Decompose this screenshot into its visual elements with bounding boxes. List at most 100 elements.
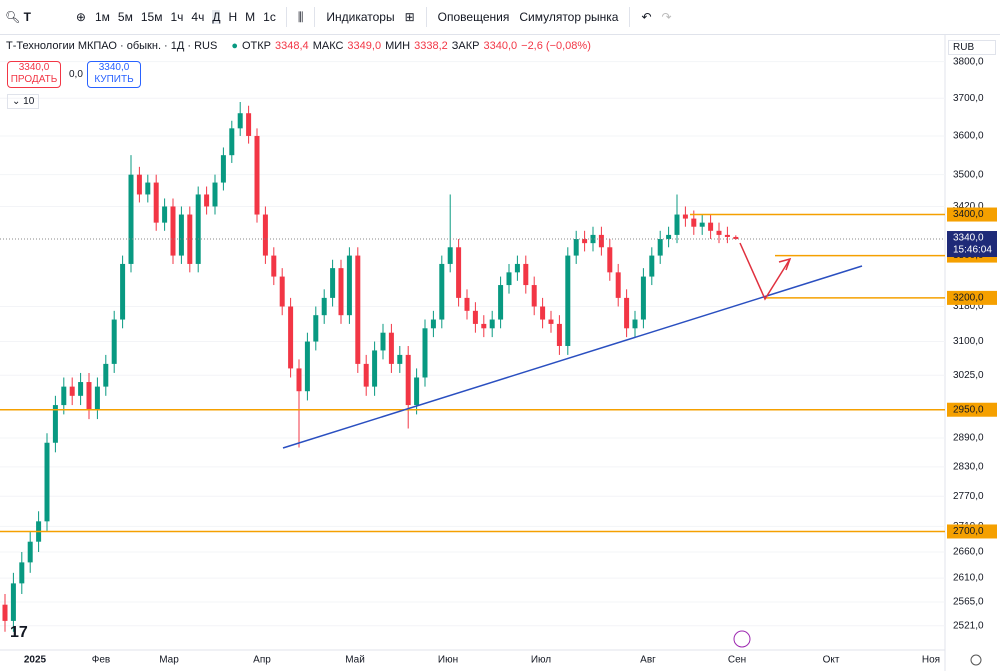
level-badge bbox=[947, 207, 997, 222]
indicator-count: 10 bbox=[23, 96, 35, 107]
candle-body bbox=[254, 135, 260, 215]
candle bbox=[456, 239, 462, 307]
level-badge bbox=[947, 402, 997, 417]
candle bbox=[162, 198, 168, 231]
candle-body bbox=[111, 319, 117, 364]
sell-button[interactable]: 3340,0 ПРОДАТЬ bbox=[7, 61, 61, 88]
add[interactable]: ⊕ bbox=[75, 10, 86, 24]
candle-body bbox=[94, 386, 100, 410]
buy-button[interactable]: 3340,0 КУПИТЬ bbox=[87, 61, 141, 88]
x-tick-label: Май bbox=[345, 655, 365, 666]
x-tick-label: Ноя bbox=[922, 655, 940, 666]
interval[interactable]: 1м bbox=[94, 10, 110, 24]
chart-type[interactable]: ⫼ bbox=[297, 9, 304, 24]
candle-body bbox=[61, 386, 67, 406]
candle-body bbox=[430, 319, 436, 329]
candle-body bbox=[220, 155, 226, 183]
candle-body bbox=[78, 382, 84, 396]
y-tick-label: 2565,0 bbox=[953, 597, 984, 608]
candle bbox=[506, 263, 512, 294]
candle-body bbox=[145, 182, 151, 195]
countdown: 15:46:04 bbox=[953, 245, 992, 256]
candle bbox=[52, 395, 58, 453]
candle-body bbox=[355, 255, 361, 364]
events-icon bbox=[733, 630, 751, 648]
interval[interactable]: Н bbox=[228, 10, 238, 24]
candle-body bbox=[447, 247, 453, 264]
level-label: 2700,0 bbox=[953, 526, 984, 537]
interval[interactable]: 15м bbox=[140, 10, 163, 24]
replay[interactable]: Симулятор рынка bbox=[519, 10, 619, 24]
interval[interactable]: 1с bbox=[263, 10, 276, 24]
candle-body bbox=[27, 541, 33, 563]
symbol[interactable]: Т bbox=[23, 10, 31, 24]
candle bbox=[640, 268, 646, 329]
candle-body bbox=[598, 234, 604, 248]
low-label: МИН bbox=[385, 40, 411, 52]
x-tick-label: Июн bbox=[438, 655, 458, 666]
candle bbox=[447, 194, 453, 273]
forecast-arrow bbox=[739, 242, 791, 301]
level-badge bbox=[947, 290, 997, 305]
candle-body bbox=[624, 297, 630, 329]
candle-body bbox=[195, 194, 201, 264]
candle bbox=[388, 323, 394, 373]
candle bbox=[582, 230, 588, 252]
undo[interactable]: ↶ bbox=[641, 10, 652, 24]
candle-body bbox=[212, 182, 218, 207]
candle-body bbox=[397, 354, 403, 364]
templates[interactable]: ⊞ bbox=[404, 10, 415, 24]
currency[interactable]: RUB bbox=[948, 40, 996, 55]
candle bbox=[657, 230, 663, 264]
candle bbox=[430, 310, 436, 338]
candle-body bbox=[456, 247, 462, 298]
candle-body bbox=[372, 350, 378, 387]
high-label: МАКС bbox=[312, 40, 344, 52]
candle bbox=[338, 259, 344, 324]
candle-body bbox=[523, 263, 529, 286]
candle bbox=[86, 372, 92, 420]
candle bbox=[220, 147, 226, 191]
candle bbox=[153, 174, 159, 231]
interval[interactable]: 5м bbox=[117, 10, 133, 24]
candle bbox=[405, 345, 411, 429]
search[interactable]: 🔍︎ Т bbox=[5, 10, 31, 24]
candle-body bbox=[103, 363, 109, 387]
y-tick-label: 2610,0 bbox=[953, 573, 984, 584]
x-tick-label: Июл bbox=[531, 655, 551, 666]
interval[interactable]: Д bbox=[212, 10, 221, 24]
candle-body bbox=[640, 276, 646, 320]
interval[interactable]: 4ч bbox=[191, 10, 205, 24]
candle-body bbox=[489, 319, 495, 329]
status: ● bbox=[231, 40, 238, 52]
interval[interactable]: 1ч bbox=[170, 10, 184, 24]
low: 3338,2 bbox=[414, 40, 448, 52]
candle bbox=[78, 372, 84, 406]
candle bbox=[279, 268, 285, 316]
candle-body bbox=[178, 214, 184, 256]
y-tick-label: 3025,0 bbox=[953, 370, 984, 381]
candle-body bbox=[388, 332, 394, 364]
alerts[interactable]: Оповещения bbox=[437, 10, 510, 24]
candle-body bbox=[162, 206, 168, 223]
interval[interactable]: М bbox=[245, 10, 256, 24]
y-tick-label: 2770,0 bbox=[953, 491, 984, 502]
candle bbox=[10, 572, 16, 632]
candle bbox=[271, 247, 277, 286]
y-tick-label: 2660,0 bbox=[953, 547, 984, 558]
candle-body bbox=[52, 405, 58, 443]
candle-body bbox=[262, 214, 268, 256]
x-tick-label: Фев bbox=[92, 655, 110, 666]
settings-icon[interactable] bbox=[970, 654, 982, 666]
candle-body bbox=[615, 272, 621, 298]
intervals: 1м 5м 15м 1ч 4ч Д Н М 1с bbox=[91, 10, 280, 24]
redo[interactable]: ↷ bbox=[661, 10, 672, 24]
candle bbox=[195, 186, 201, 273]
candle-body bbox=[573, 239, 579, 256]
indicators[interactable]: Индикаторы bbox=[326, 10, 395, 24]
indicators-toggle[interactable]: ⌄ 10 bbox=[7, 94, 40, 109]
trend-line bbox=[282, 265, 863, 449]
candle-body bbox=[128, 174, 134, 264]
y-tick-label: 3100,0 bbox=[953, 336, 984, 347]
